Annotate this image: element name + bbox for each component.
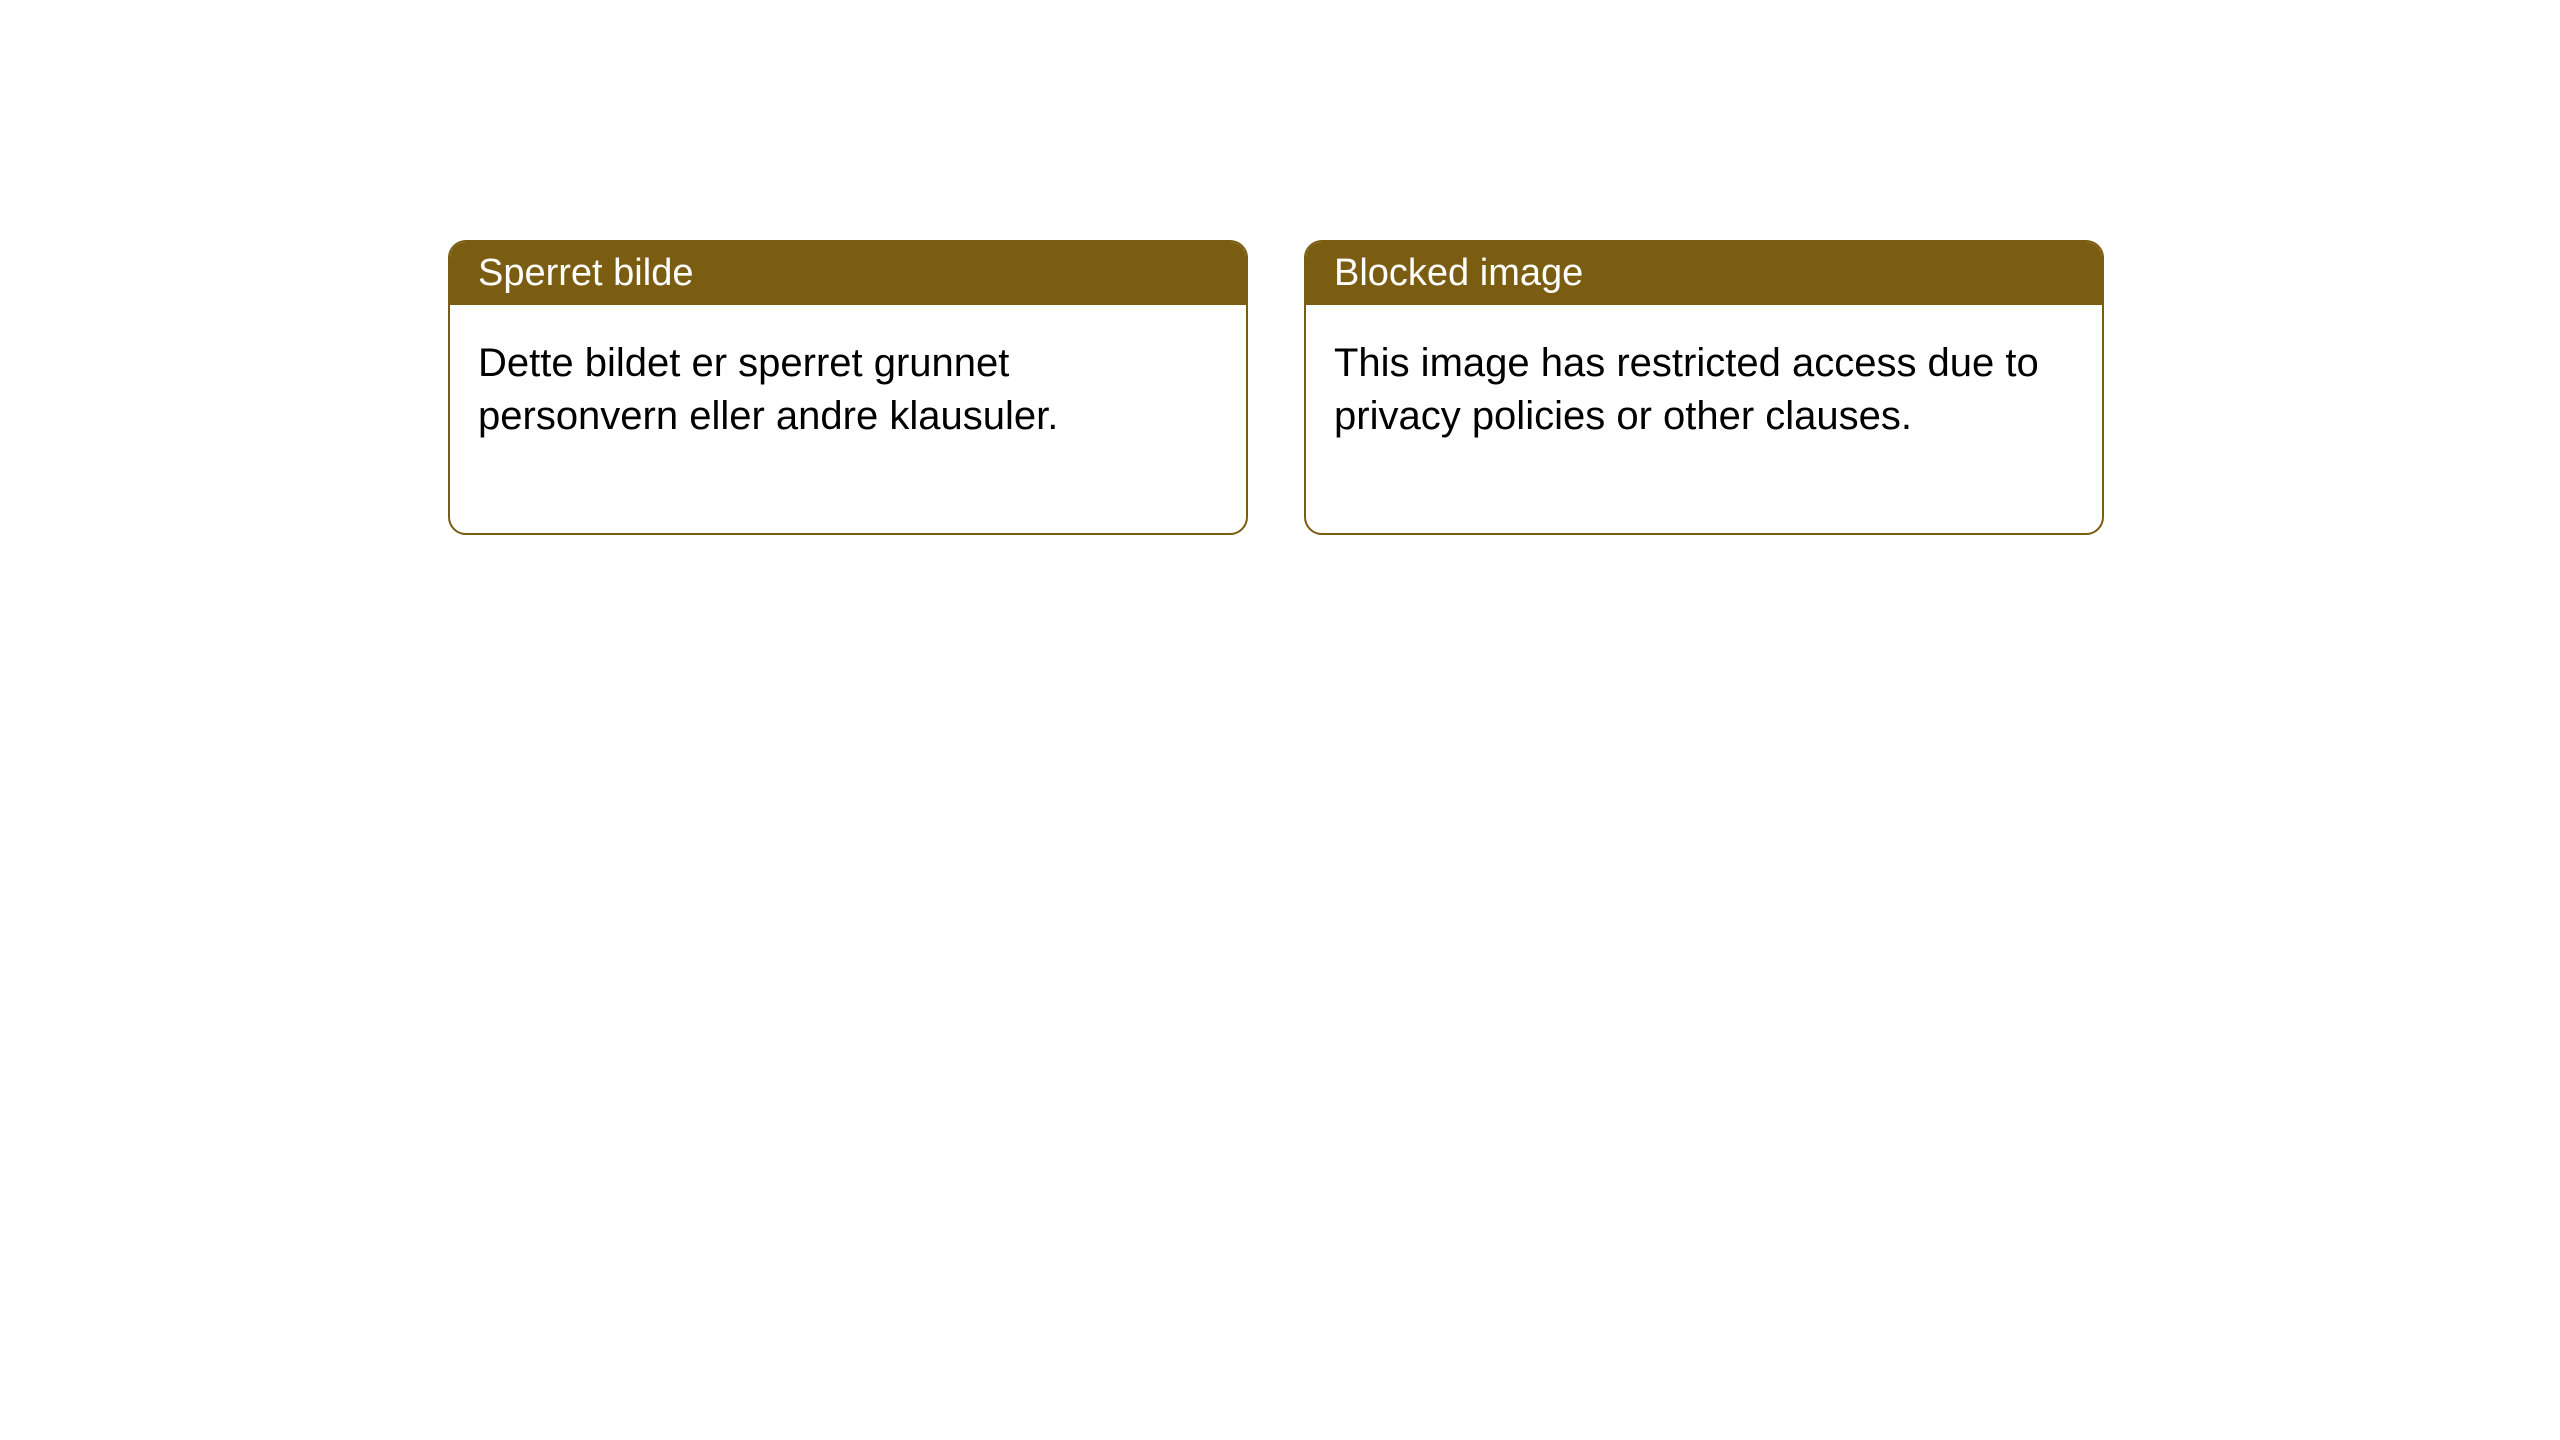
notice-body-text: Dette bildet er sperret grunnet personve… — [478, 341, 1058, 438]
notice-title: Sperret bilde — [478, 252, 693, 294]
notice-body-english: This image has restricted access due to … — [1306, 305, 2102, 533]
notice-card-english: Blocked image This image has restricted … — [1304, 240, 2104, 535]
blocked-image-notices: Sperret bilde Dette bildet er sperret gr… — [448, 240, 2104, 535]
notice-header-english: Blocked image — [1306, 242, 2102, 305]
notice-title: Blocked image — [1334, 252, 1583, 294]
notice-body-text: This image has restricted access due to … — [1334, 341, 2039, 438]
notice-header-norwegian: Sperret bilde — [450, 242, 1246, 305]
notice-card-norwegian: Sperret bilde Dette bildet er sperret gr… — [448, 240, 1248, 535]
notice-body-norwegian: Dette bildet er sperret grunnet personve… — [450, 305, 1246, 533]
